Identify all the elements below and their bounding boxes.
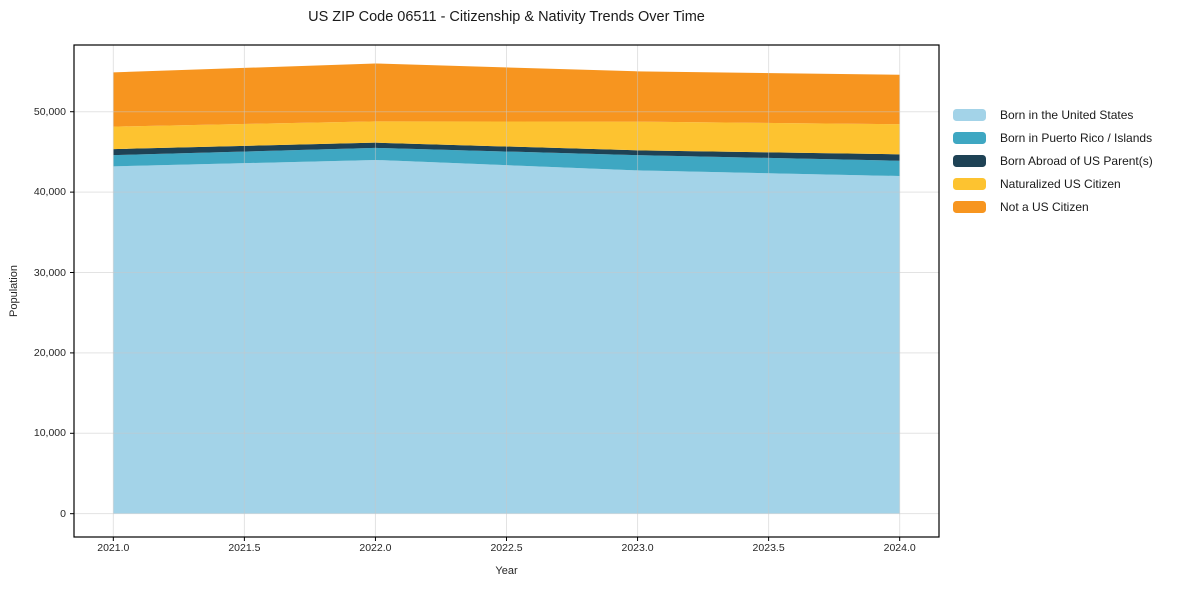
area-born-abroad-of-us-parent-s (113, 142, 900, 161)
legend-swatch-icon (953, 154, 986, 167)
x-tick-label: 2023.5 (752, 542, 785, 554)
chart-title: US ZIP Code 06511 - Citizenship & Nativi… (308, 9, 705, 25)
plot-border (73, 44, 940, 538)
legend-swatch-icon (953, 200, 986, 213)
x-tick-label: 2022.0 (359, 542, 392, 554)
x-tick-label: 2021.0 (97, 542, 130, 554)
x-tick-label: 2022.5 (490, 542, 523, 554)
legend-item-naturalized-us-citizen: Naturalized US Citizen (953, 172, 1153, 195)
y-tick-label: 10,000 (33, 427, 66, 440)
x-tick-label: 2021.5 (228, 542, 261, 554)
legend-item-born-in-the-united-states: Born in the United States (953, 103, 1153, 126)
y-tick-label: 20,000 (33, 346, 66, 359)
legend-label: Born in the United States (1000, 107, 1134, 122)
y-tick-label: 30,000 (33, 266, 66, 279)
y-tick-label: 40,000 (33, 186, 66, 199)
legend-item-not-a-us-citizen: Not a US Citizen (953, 195, 1153, 218)
legend-swatch-icon (953, 108, 986, 121)
legend-label: Naturalized US Citizen (1000, 176, 1121, 191)
legend-item-born-in-puerto-rico-islands: Born in Puerto Rico / Islands (953, 126, 1153, 149)
legend: Born in the United States Born in Puerto … (953, 103, 1153, 218)
legend-swatch-icon (953, 177, 986, 190)
legend-swatch-icon (953, 131, 986, 144)
y-tick-label: 0 (60, 507, 66, 520)
y-tick-label: 50,000 (33, 105, 66, 118)
x-tick-label: 2023.0 (621, 542, 654, 554)
y-axis-label: Population (8, 265, 20, 317)
legend-label: Not a US Citizen (1000, 199, 1089, 214)
legend-label: Born Abroad of US Parent(s) (1000, 153, 1153, 168)
legend-label: Born in Puerto Rico / Islands (1000, 130, 1153, 145)
x-axis-label: Year (495, 565, 518, 577)
legend-item-born-abroad-of-us-parent-s: Born Abroad of US Parent(s) (953, 149, 1153, 172)
x-tick-label: 2024.0 (883, 542, 916, 554)
